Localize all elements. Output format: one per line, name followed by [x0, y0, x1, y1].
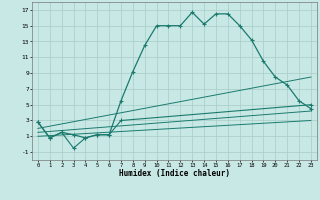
- X-axis label: Humidex (Indice chaleur): Humidex (Indice chaleur): [119, 169, 230, 178]
